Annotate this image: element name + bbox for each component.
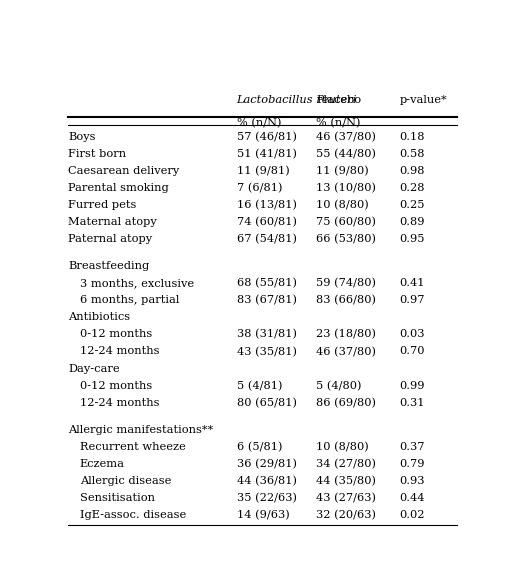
Text: 11 (9/80): 11 (9/80) xyxy=(316,166,369,176)
Text: 35 (22/63): 35 (22/63) xyxy=(237,493,296,503)
Text: 0.79: 0.79 xyxy=(399,459,425,469)
Text: 0.99: 0.99 xyxy=(399,381,425,391)
Text: 59 (74/80): 59 (74/80) xyxy=(316,278,376,289)
Text: 6 (5/81): 6 (5/81) xyxy=(237,442,282,452)
Text: 83 (66/80): 83 (66/80) xyxy=(316,296,376,305)
Text: Allergic manifestations**: Allergic manifestations** xyxy=(68,424,213,434)
Text: 0.44: 0.44 xyxy=(399,493,425,503)
Text: 55 (44/80): 55 (44/80) xyxy=(316,149,376,159)
Text: Lactobacillus reuteri: Lactobacillus reuteri xyxy=(237,94,357,105)
Text: 74 (60/81): 74 (60/81) xyxy=(237,217,296,227)
Text: 51 (41/81): 51 (41/81) xyxy=(237,149,296,159)
Text: First born: First born xyxy=(68,149,126,159)
Text: 80 (65/81): 80 (65/81) xyxy=(237,398,296,408)
Text: 0.03: 0.03 xyxy=(399,329,425,339)
Text: 68 (55/81): 68 (55/81) xyxy=(237,278,296,289)
Text: % (n/N): % (n/N) xyxy=(237,118,281,128)
Text: 16 (13/81): 16 (13/81) xyxy=(237,200,296,210)
Text: Placebo: Placebo xyxy=(316,94,361,105)
Text: 12-24 months: 12-24 months xyxy=(80,346,159,356)
Text: Boys: Boys xyxy=(68,132,95,142)
Text: 43 (35/81): 43 (35/81) xyxy=(237,346,296,357)
Text: 0.37: 0.37 xyxy=(399,442,425,452)
Text: Furred pets: Furred pets xyxy=(68,200,136,210)
Text: 11 (9/81): 11 (9/81) xyxy=(237,166,289,176)
Text: Sensitisation: Sensitisation xyxy=(80,493,155,503)
Text: 0-12 months: 0-12 months xyxy=(80,329,152,339)
Text: Caesarean delivery: Caesarean delivery xyxy=(68,166,179,176)
Text: Day-care: Day-care xyxy=(68,364,120,374)
Text: Parental smoking: Parental smoking xyxy=(68,183,169,193)
Text: Breastfeeding: Breastfeeding xyxy=(68,261,149,271)
Text: 0-12 months: 0-12 months xyxy=(80,381,152,391)
Text: 13 (10/80): 13 (10/80) xyxy=(316,183,376,194)
Text: p-value*: p-value* xyxy=(399,94,447,105)
Text: 0.97: 0.97 xyxy=(399,296,425,305)
Text: 44 (35/80): 44 (35/80) xyxy=(316,476,376,486)
Text: IgE-assoc. disease: IgE-assoc. disease xyxy=(80,510,186,520)
Text: 32 (20/63): 32 (20/63) xyxy=(316,510,376,520)
Text: 38 (31/81): 38 (31/81) xyxy=(237,329,296,340)
Text: 43 (27/63): 43 (27/63) xyxy=(316,493,376,503)
Text: % (n/N): % (n/N) xyxy=(316,118,360,128)
Text: 66 (53/80): 66 (53/80) xyxy=(316,234,376,245)
Text: 46 (37/80): 46 (37/80) xyxy=(316,132,376,142)
Text: 14 (9/63): 14 (9/63) xyxy=(237,510,289,520)
Text: 0.28: 0.28 xyxy=(399,183,425,193)
Text: 5 (4/81): 5 (4/81) xyxy=(237,381,282,391)
Text: 23 (18/80): 23 (18/80) xyxy=(316,329,376,340)
Text: 7 (6/81): 7 (6/81) xyxy=(237,183,282,194)
Text: 46 (37/80): 46 (37/80) xyxy=(316,346,376,357)
Text: 6 months, partial: 6 months, partial xyxy=(80,296,179,305)
Text: 12-24 months: 12-24 months xyxy=(80,398,159,408)
Text: Antibiotics: Antibiotics xyxy=(68,312,130,322)
Text: 0.02: 0.02 xyxy=(399,510,425,520)
Text: 5 (4/80): 5 (4/80) xyxy=(316,381,361,391)
Text: 0.41: 0.41 xyxy=(399,278,425,288)
Text: Allergic disease: Allergic disease xyxy=(80,476,171,486)
Text: 3 months, exclusive: 3 months, exclusive xyxy=(80,278,194,288)
Text: 36 (29/81): 36 (29/81) xyxy=(237,459,296,469)
Text: Paternal atopy: Paternal atopy xyxy=(68,234,152,244)
Text: 0.70: 0.70 xyxy=(399,346,425,356)
Text: 0.58: 0.58 xyxy=(399,149,425,159)
Text: 10 (8/80): 10 (8/80) xyxy=(316,200,369,210)
Text: 0.18: 0.18 xyxy=(399,132,425,142)
Text: Eczema: Eczema xyxy=(80,459,125,469)
Text: 0.31: 0.31 xyxy=(399,398,425,408)
Text: Recurrent wheeze: Recurrent wheeze xyxy=(80,442,186,452)
Text: 0.95: 0.95 xyxy=(399,234,425,244)
Text: 57 (46/81): 57 (46/81) xyxy=(237,132,296,142)
Text: 10 (8/80): 10 (8/80) xyxy=(316,442,369,452)
Text: 34 (27/80): 34 (27/80) xyxy=(316,459,376,469)
Text: 86 (69/80): 86 (69/80) xyxy=(316,398,376,408)
Text: 75 (60/80): 75 (60/80) xyxy=(316,217,376,227)
Text: 0.25: 0.25 xyxy=(399,200,425,210)
Text: 44 (36/81): 44 (36/81) xyxy=(237,476,296,486)
Text: 0.98: 0.98 xyxy=(399,166,425,176)
Text: 67 (54/81): 67 (54/81) xyxy=(237,234,296,245)
Text: 0.89: 0.89 xyxy=(399,217,425,227)
Text: 0.93: 0.93 xyxy=(399,476,425,486)
Text: 83 (67/81): 83 (67/81) xyxy=(237,296,296,305)
Text: Maternal atopy: Maternal atopy xyxy=(68,217,157,227)
